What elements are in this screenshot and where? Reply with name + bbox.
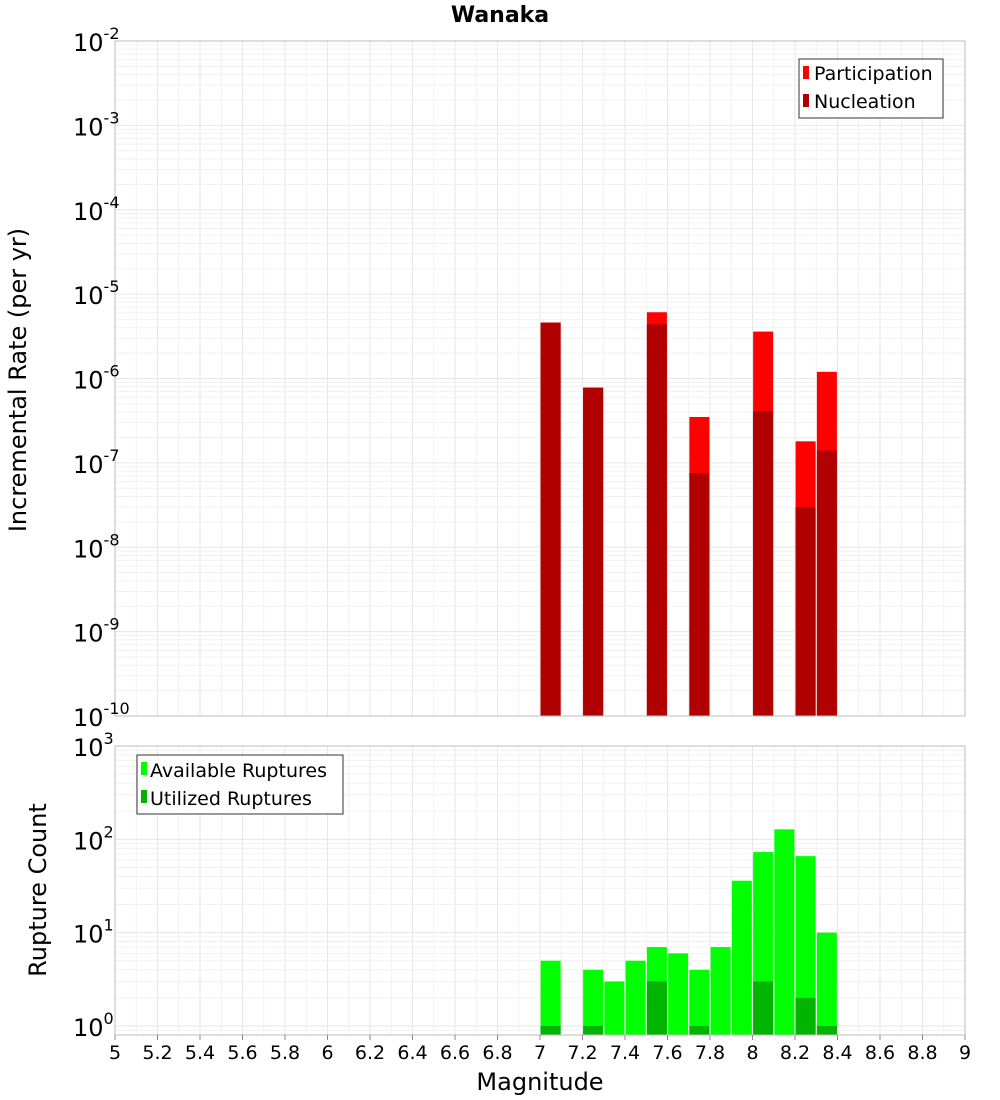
x-tick-label: 9 xyxy=(959,1042,971,1064)
x-tick-label: 6.2 xyxy=(355,1042,385,1064)
y-tick-label: 10-2 xyxy=(73,24,120,57)
x-tick-label: 5.2 xyxy=(142,1042,172,1064)
bottom-legend-box xyxy=(136,754,344,815)
legend-label-participation: Participation xyxy=(814,63,933,85)
x-tick-label: 5.8 xyxy=(270,1042,300,1064)
x-tick-label: 6.6 xyxy=(440,1042,470,1064)
x-tick-label: 7.4 xyxy=(610,1042,640,1064)
bar-nucleation xyxy=(583,387,604,716)
legend-label-available: Available Ruptures xyxy=(150,760,327,782)
x-tick-label: 8.6 xyxy=(865,1042,895,1064)
x-tick-label: 8.8 xyxy=(907,1042,937,1064)
x-tick-label: 5.4 xyxy=(185,1042,215,1064)
x-tick-label: 7.8 xyxy=(695,1042,725,1064)
bottom-y-ticks: 103 102 101 100 xyxy=(73,729,114,1042)
bar-nucleation xyxy=(540,322,561,716)
bar-available-ruptures xyxy=(816,932,837,1035)
x-tick-label: 6 xyxy=(321,1042,333,1064)
bar-available-ruptures xyxy=(710,947,731,1035)
bottom-bars xyxy=(540,829,837,1035)
bottom-panel: 103 102 101 100 5 5.2 5.4 5.6 5.8 6 6.2 6.4 6.6 6.8 7… xyxy=(24,729,971,1096)
bar-utilized-ruptures xyxy=(816,1025,837,1035)
bar-available-ruptures xyxy=(625,960,646,1035)
x-tick-label: 8.2 xyxy=(780,1042,810,1064)
bar-utilized-ruptures xyxy=(795,997,816,1035)
bar-utilized-ruptures xyxy=(583,1025,604,1035)
x-ticks: 5 5.2 5.4 5.6 5.8 6 6.2 6.4 6.6 6.8 7 7.2 7.4 7.6 7.8 8… xyxy=(109,1035,971,1064)
y-tick-label: 102 xyxy=(73,822,114,855)
x-tick-label: 5 xyxy=(109,1042,121,1064)
legend-label-nucleation: Nucleation xyxy=(814,91,916,113)
bar-nucleation xyxy=(689,472,710,716)
top-plot-frame xyxy=(114,40,966,717)
bar-nucleation xyxy=(753,411,774,716)
bottom-y-axis-label: Rupture Count xyxy=(24,803,52,977)
y-tick-label: 10-10 xyxy=(73,699,130,732)
top-y-ticks: 10-2 10-3 10-4 10-5 10-6 10-7 10-8 10-9 10-10 xyxy=(73,24,130,732)
bar-nucleation xyxy=(816,450,837,716)
bar-available-ruptures xyxy=(731,880,752,1035)
legend-swatch-available xyxy=(141,762,147,775)
y-tick-label: 10-7 xyxy=(73,446,120,479)
legend-swatch-participation xyxy=(803,66,809,79)
x-tick-label: 7.2 xyxy=(567,1042,597,1064)
bar-available-ruptures xyxy=(795,856,816,1035)
bar-utilized-ruptures xyxy=(646,981,667,1035)
bar-available-ruptures xyxy=(583,969,604,1035)
bar-utilized-ruptures xyxy=(540,1025,561,1035)
x-tick-label: 7.6 xyxy=(652,1042,682,1064)
top-bars xyxy=(540,312,837,716)
x-tick-label: 6.4 xyxy=(397,1042,427,1064)
top-y-axis-label: Incremental Rate (per yr) xyxy=(4,228,32,532)
y-tick-label: 10-4 xyxy=(73,193,120,226)
top-panel: 10-2 10-3 10-4 10-5 10-6 10-7 10-8 10-9 10-10 In… xyxy=(4,24,966,732)
x-tick-label: 8 xyxy=(746,1042,758,1064)
x-tick-label: 8.4 xyxy=(822,1042,852,1064)
bar-nucleation xyxy=(646,324,667,716)
legend-swatch-utilized xyxy=(141,790,147,803)
x-tick-label: 7 xyxy=(534,1042,546,1064)
x-axis-label: Magnitude xyxy=(476,1068,603,1096)
bar-available-ruptures xyxy=(604,981,625,1035)
bar-utilized-ruptures xyxy=(753,981,774,1035)
chart-title: Wanaka xyxy=(451,3,549,28)
bar-available-ruptures xyxy=(774,829,795,1035)
top-grid xyxy=(114,40,966,717)
bottom-legend: Available Ruptures Utilized Ruptures xyxy=(136,754,344,815)
legend-swatch-nucleation xyxy=(803,94,809,107)
bar-available-ruptures xyxy=(689,969,710,1035)
y-tick-label: 103 xyxy=(73,729,114,762)
x-tick-label: 5.6 xyxy=(227,1042,257,1064)
y-tick-label: 10-9 xyxy=(73,615,120,648)
y-tick-label: 10-5 xyxy=(73,277,120,310)
bar-nucleation xyxy=(795,506,816,716)
y-tick-label: 10-3 xyxy=(73,108,120,141)
x-tick-label: 6.8 xyxy=(482,1042,512,1064)
bar-available-ruptures xyxy=(540,960,561,1035)
bar-utilized-ruptures xyxy=(689,1025,710,1035)
top-legend: Participation Nucleation xyxy=(798,58,944,119)
y-tick-label: 10-6 xyxy=(73,362,120,395)
y-tick-label: 10-8 xyxy=(73,530,120,563)
legend-label-utilized: Utilized Ruptures xyxy=(150,788,312,810)
y-tick-label: 101 xyxy=(73,916,114,949)
top-legend-box xyxy=(798,58,944,119)
bar-available-ruptures xyxy=(668,953,689,1035)
y-tick-label: 100 xyxy=(73,1009,114,1042)
